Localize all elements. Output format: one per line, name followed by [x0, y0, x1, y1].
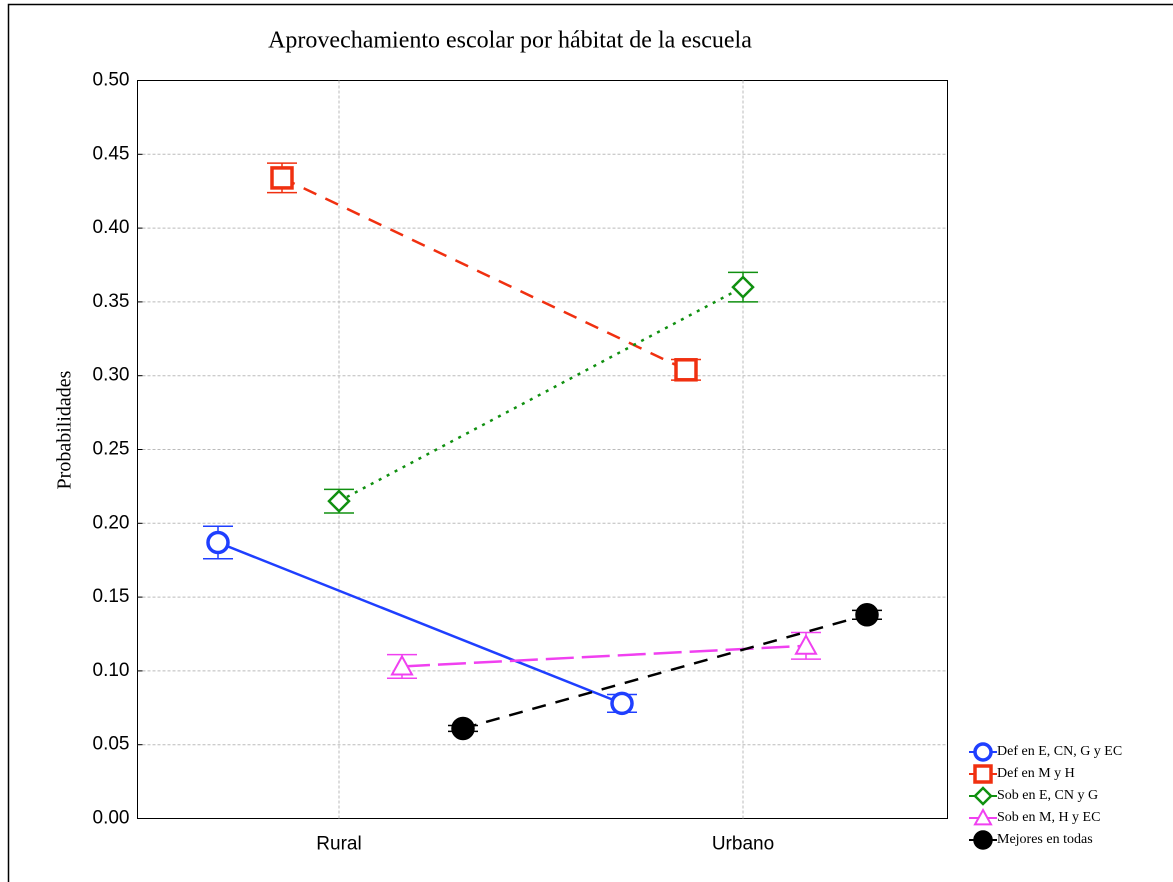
frame: [7, 3, 1173, 882]
legend-label: Sob en E, CN y G: [997, 788, 1098, 803]
legend-label: Def en E, CN, G y EC: [997, 744, 1122, 759]
data-point: [855, 603, 879, 627]
data-point: [270, 166, 294, 190]
legend-marker: [973, 742, 993, 762]
y-axis-label: Probabilidades: [54, 370, 76, 489]
chart-title: Aprovechamiento escolar por hábitat de l…: [268, 28, 752, 54]
y-tick-label: 0.50: [93, 70, 130, 91]
data-point: [674, 358, 698, 382]
series-line: [338, 286, 744, 503]
legend-marker: [973, 807, 993, 826]
series-line: [217, 541, 623, 705]
data-point: [610, 691, 634, 716]
data-point: [390, 654, 414, 676]
y-tick-label: 0.05: [93, 734, 130, 755]
x-tick-label: Urbano: [712, 834, 774, 855]
y-tick-label: 0.35: [93, 291, 130, 312]
legend-label: Mejores en todas: [997, 832, 1093, 847]
legend-marker: [973, 830, 993, 850]
series-line: [401, 644, 807, 668]
y-tick-label: 0.30: [93, 365, 130, 386]
series-line: [462, 613, 868, 730]
legend-label: Def en M y H: [997, 766, 1075, 781]
data-point: [451, 716, 475, 741]
legend-marker: [973, 764, 993, 784]
y-tick-label: 0.45: [93, 143, 130, 164]
series-line: [281, 176, 687, 371]
y-tick-label: 0.15: [93, 586, 130, 607]
y-tick-label: 0.00: [93, 808, 130, 829]
x-tick-label: Rural: [316, 834, 361, 855]
data-point: [206, 530, 230, 555]
y-tick-label: 0.25: [93, 439, 130, 460]
y-tick-label: 0.10: [93, 660, 130, 681]
data-point: [794, 633, 818, 655]
y-tick-label: 0.40: [93, 217, 130, 238]
legend-marker: [973, 786, 993, 806]
data-point: [327, 489, 351, 513]
data-point: [731, 275, 755, 299]
legend-label: Sob en M, H y EC: [997, 810, 1100, 825]
y-tick-label: 0.20: [93, 512, 130, 533]
